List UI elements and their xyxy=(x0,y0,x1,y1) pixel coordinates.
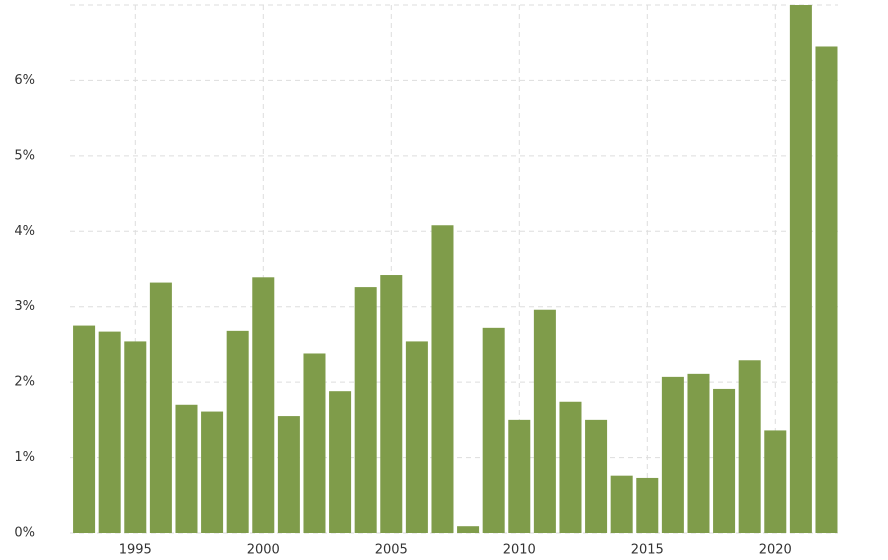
bar xyxy=(508,419,531,533)
bar xyxy=(738,360,761,533)
y-tick-label: 5% xyxy=(14,148,35,163)
y-tick-label: 4% xyxy=(14,224,35,239)
bar xyxy=(585,419,608,533)
y-tick-label: 3% xyxy=(14,299,35,314)
bar xyxy=(252,277,275,533)
bar xyxy=(405,341,428,533)
bar xyxy=(559,401,582,533)
bar xyxy=(124,341,147,533)
bar xyxy=(764,430,787,533)
bar xyxy=(277,416,300,533)
bar xyxy=(431,225,454,533)
bar xyxy=(482,327,505,533)
x-tick-label: 2020 xyxy=(759,543,792,558)
y-tick-label: 2% xyxy=(14,375,35,390)
y-tick-label: 0% xyxy=(14,526,35,541)
x-tick-label: 2000 xyxy=(247,543,280,558)
bar xyxy=(149,282,172,533)
bar xyxy=(457,526,480,533)
bar xyxy=(201,411,224,533)
bar xyxy=(610,475,633,533)
bar xyxy=(789,5,812,533)
bar xyxy=(533,309,556,533)
bar xyxy=(380,275,403,533)
bar xyxy=(329,391,352,533)
bar xyxy=(303,353,326,533)
bar xyxy=(815,46,838,533)
bar xyxy=(354,287,377,533)
bar xyxy=(687,373,710,533)
y-tick-label: 1% xyxy=(14,450,35,465)
bar xyxy=(636,477,659,533)
bar xyxy=(713,388,736,533)
y-tick-label: 6% xyxy=(14,73,35,88)
x-tick-label: 2010 xyxy=(503,543,536,558)
bar xyxy=(98,331,121,533)
x-tick-label: 2005 xyxy=(375,543,408,558)
x-tick-label: 1995 xyxy=(119,543,152,558)
bar xyxy=(661,376,684,533)
bar xyxy=(175,404,198,533)
bar xyxy=(226,330,249,533)
x-tick-label: 2015 xyxy=(631,543,664,558)
bar xyxy=(73,325,96,533)
